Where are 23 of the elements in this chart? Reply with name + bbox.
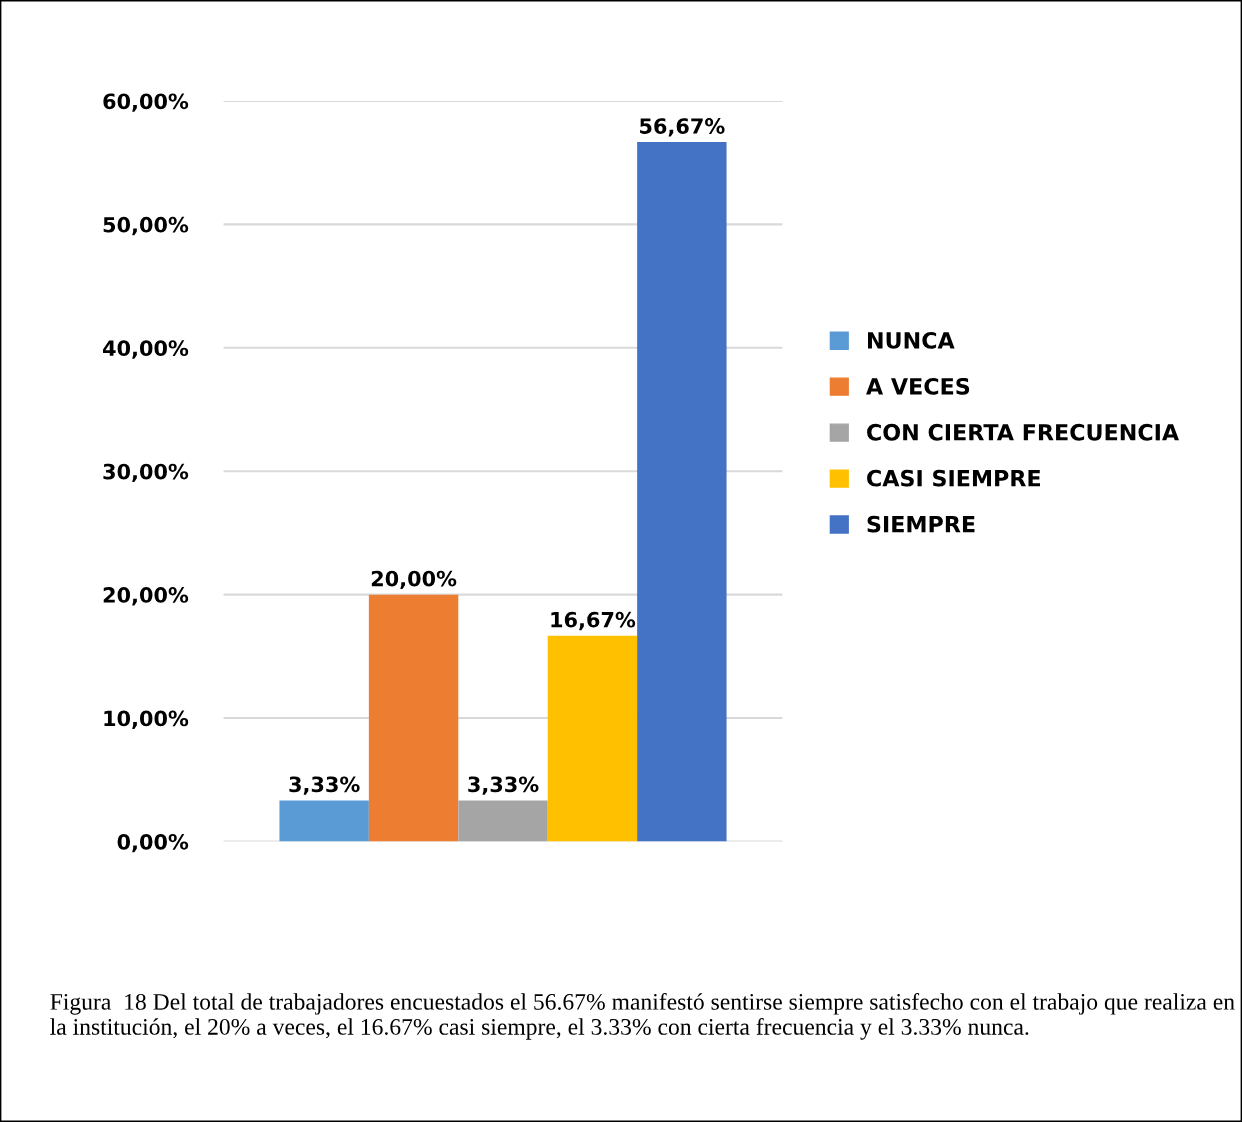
legend-label: CASI SIEMPRE	[867, 469, 1040, 487]
bar	[458, 800, 548, 842]
y-tick-label: 60,00%	[103, 93, 189, 112]
y-tick-label: 0,00%	[117, 833, 189, 853]
legend-label: NUNCA	[868, 331, 955, 349]
legend-label: SIEMPRE	[867, 515, 975, 533]
text: Figura 18 Del total de trabajadores encuestados el 56.67% manifestó sentirse siempre satisfecho con el trabajo que realiza en la institución, el 20% a veces, el 16.67% casi siempre, el 3.33% con cierta frecuencia y el 3.33% nunca.	[50, 992, 1235, 1040]
y-tick-label: 30,00%	[103, 463, 189, 483]
data-label: 16,67%	[551, 611, 636, 631]
y-tick-label: 10,00%	[104, 710, 189, 729]
legend-label: CON CIERTA FRECUENCIA	[867, 423, 1179, 441]
data-label: 56,67%	[640, 118, 725, 137]
bar	[368, 594, 459, 842]
data-label: 20,00%	[371, 570, 457, 590]
bar	[637, 142, 727, 842]
y-tick-label: 50,00%	[103, 216, 189, 236]
data-label: 3,33%	[289, 776, 360, 795]
legend-label: A VECES	[866, 377, 970, 395]
bar	[279, 800, 369, 842]
data-label: 3,33%	[468, 776, 539, 795]
y-tick-label: 20,00%	[103, 587, 189, 606]
bar	[547, 635, 638, 842]
y-tick-label: 40,00%	[103, 340, 189, 359]
